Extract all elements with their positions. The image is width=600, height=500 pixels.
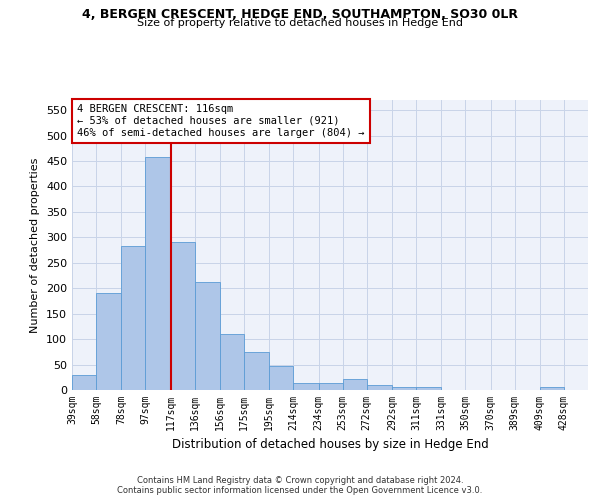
Bar [392, 388, 416, 390]
Bar [194, 282, 220, 390]
Bar [540, 388, 564, 390]
Bar [367, 385, 392, 390]
Bar [416, 388, 441, 390]
Bar [293, 384, 319, 390]
Bar [269, 366, 293, 390]
Bar [96, 294, 121, 390]
Bar [145, 157, 170, 390]
Bar [319, 384, 343, 390]
X-axis label: Distribution of detached houses by size in Hedge End: Distribution of detached houses by size … [172, 438, 488, 452]
Bar [121, 246, 145, 390]
Text: Contains HM Land Registry data © Crown copyright and database right 2024.: Contains HM Land Registry data © Crown c… [137, 476, 463, 485]
Bar [244, 352, 269, 390]
Text: 4, BERGEN CRESCENT, HEDGE END, SOUTHAMPTON, SO30 0LR: 4, BERGEN CRESCENT, HEDGE END, SOUTHAMPT… [82, 8, 518, 20]
Text: Contains public sector information licensed under the Open Government Licence v3: Contains public sector information licen… [118, 486, 482, 495]
Text: 4 BERGEN CRESCENT: 116sqm
← 53% of detached houses are smaller (921)
46% of semi: 4 BERGEN CRESCENT: 116sqm ← 53% of detac… [77, 104, 365, 138]
Bar [72, 374, 96, 390]
Bar [170, 242, 194, 390]
Bar [343, 380, 367, 390]
Y-axis label: Number of detached properties: Number of detached properties [31, 158, 40, 332]
Bar [220, 334, 244, 390]
Text: Size of property relative to detached houses in Hedge End: Size of property relative to detached ho… [137, 18, 463, 28]
